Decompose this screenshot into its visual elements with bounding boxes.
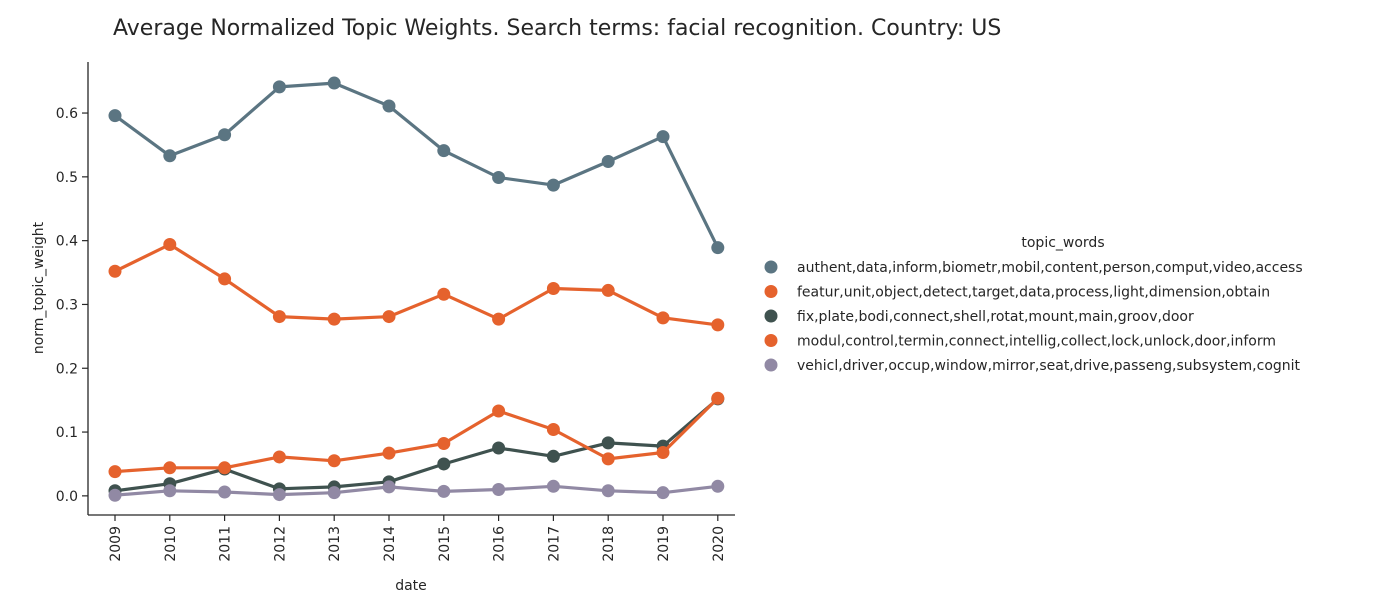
data-point (272, 450, 286, 464)
legend-label: authent,data,inform,biometr,mobil,conten… (797, 260, 1303, 276)
data-point (382, 446, 396, 460)
data-point (218, 128, 232, 142)
data-point (218, 272, 232, 286)
data-point (163, 461, 177, 475)
data-point (382, 310, 396, 324)
data-point (711, 479, 725, 493)
data-point (601, 484, 615, 498)
x-tick-label: 2018 (601, 526, 617, 562)
data-point (327, 76, 341, 90)
data-point (492, 404, 506, 418)
legend-title: topic_words (1021, 235, 1104, 251)
data-point (437, 287, 451, 301)
series-1 (108, 76, 725, 255)
data-point (108, 109, 122, 123)
legend-marker (764, 260, 778, 274)
x-axis-label: date (395, 578, 427, 594)
y-axis-label: norm_topic_weight (31, 221, 47, 354)
data-point (163, 484, 177, 498)
data-point (711, 318, 725, 332)
data-point (546, 449, 560, 463)
data-point (492, 441, 506, 455)
x-tick-label: 2013 (327, 526, 343, 562)
series-line (113, 397, 720, 493)
series-layer (108, 76, 725, 502)
x-tick-label: 2016 (492, 526, 508, 562)
data-point (272, 80, 286, 94)
x-tick-label: 2012 (272, 526, 288, 562)
chart-title: Average Normalized Topic Weights. Search… (113, 16, 1001, 41)
y-tick-label: 0.1 (56, 425, 78, 441)
data-point (492, 312, 506, 326)
x-tick-label: 2010 (163, 526, 179, 562)
data-point (711, 391, 725, 405)
data-point (382, 480, 396, 494)
data-point (656, 486, 670, 500)
x-tick-label: 2015 (437, 526, 453, 562)
data-point (272, 488, 286, 502)
data-point (601, 452, 615, 466)
data-point (656, 445, 670, 459)
data-point (601, 155, 615, 169)
x-tick-label: 2020 (711, 526, 727, 562)
data-point (492, 170, 506, 184)
data-point (656, 311, 670, 325)
legend-label: vehicl,driver,occup,window,mirror,seat,d… (797, 358, 1301, 374)
data-point (163, 149, 177, 163)
data-point (108, 488, 122, 502)
data-point (108, 465, 122, 479)
data-point (546, 178, 560, 192)
x-tick-label: 2014 (382, 526, 398, 562)
legend-label: fix,plate,bodi,connect,shell,rotat,mount… (797, 309, 1194, 325)
data-point (711, 241, 725, 255)
y-tick-label: 0.6 (56, 106, 78, 122)
axes: 0.0 0.1 0.2 0.3 0.4 0.5 0.6 2009 2010 2011 2012 201… (56, 62, 735, 562)
data-point (327, 454, 341, 468)
y-tick-label: 0.2 (56, 361, 78, 377)
legend-label: modul,control,termin,connect,intellig,co… (797, 334, 1276, 350)
y-tick-label: 0.5 (56, 170, 78, 186)
x-tick-label: 2011 (218, 526, 234, 562)
series-2 (108, 237, 725, 332)
data-point (656, 130, 670, 144)
data-point (327, 486, 341, 500)
series-line (113, 484, 720, 497)
data-point (546, 479, 560, 493)
data-point (382, 99, 396, 113)
data-point (218, 485, 232, 499)
legend-marker (764, 309, 778, 323)
series-line (113, 242, 720, 327)
data-point (546, 282, 560, 295)
x-tick-label: 2017 (546, 526, 562, 562)
series-line (113, 81, 720, 250)
y-tick-label: 0.4 (56, 234, 78, 250)
data-point (601, 436, 615, 450)
data-point (546, 423, 560, 437)
x-tick-label: 2019 (656, 526, 672, 562)
data-point (272, 310, 286, 324)
data-point (437, 144, 451, 158)
legend-label: featur,unit,object,detect,target,data,pr… (797, 285, 1270, 301)
data-point (492, 482, 506, 496)
series-3 (108, 392, 725, 498)
data-point (327, 312, 341, 326)
y-tick-label: 0.3 (56, 297, 78, 313)
y-tick-label: 0.0 (56, 489, 78, 505)
series-line (113, 396, 720, 474)
data-point (163, 237, 177, 251)
data-point (437, 484, 451, 498)
data-point (437, 457, 451, 471)
legend-marker (764, 358, 778, 372)
x-tick-label: 2009 (108, 526, 124, 562)
legend-marker (764, 334, 778, 347)
data-point (108, 264, 122, 278)
data-point (437, 437, 451, 451)
data-point (218, 461, 232, 475)
series-5 (108, 479, 725, 502)
legend: topic_words authent,data,inform,biometr,… (764, 235, 1303, 374)
series-4 (108, 391, 725, 479)
data-point (601, 283, 615, 297)
legend-marker (764, 285, 778, 298)
